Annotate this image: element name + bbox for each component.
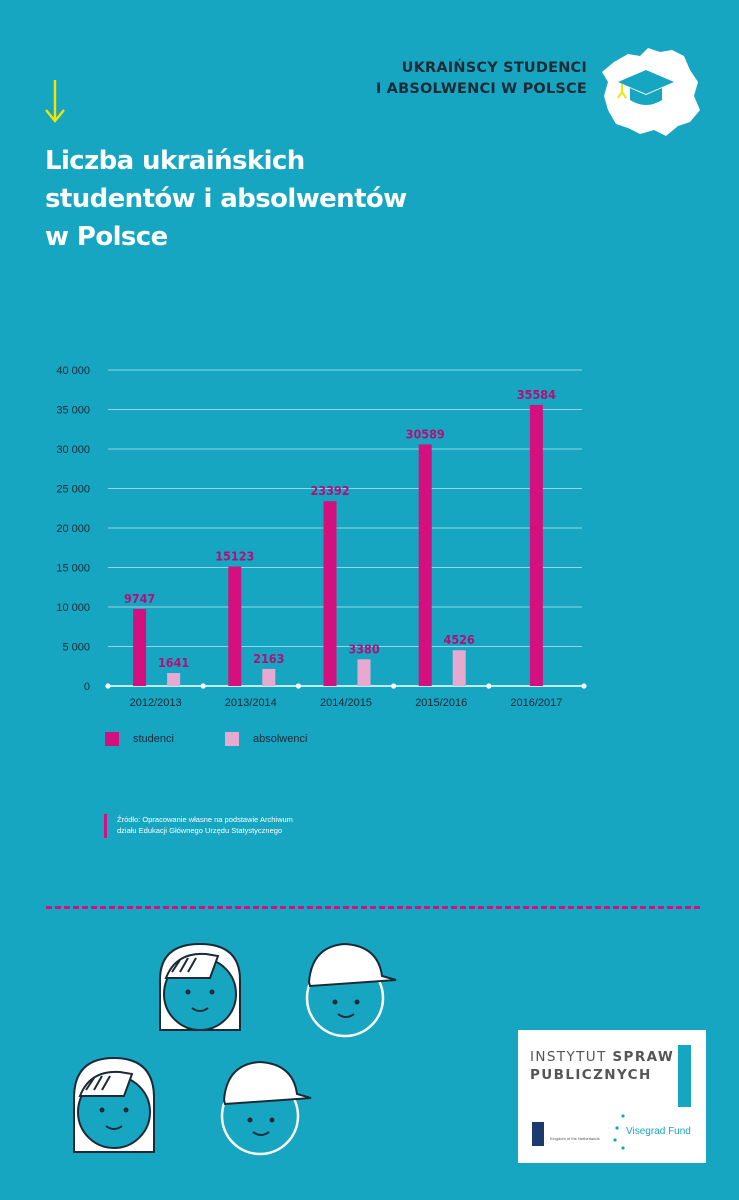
legend-item-studenci: studenci	[105, 732, 174, 746]
partners-box: INSTYTUT SPRAW PUBLICZNYCH Kingdom of th…	[518, 1030, 706, 1163]
bar-value-label: 4526	[444, 632, 475, 647]
bar-value-label: 9747	[124, 591, 155, 606]
title-line1: Liczba ukraińskich	[45, 146, 305, 176]
header-title-line1: UKRAIŃSCY STUDENCI	[401, 60, 587, 76]
isp-word1: INSTYTUT	[530, 1049, 607, 1065]
bar-value-label: 3380	[348, 641, 379, 656]
x-tick-label: 2014/2015	[320, 697, 372, 709]
bar-value-label: 23392	[310, 483, 349, 498]
y-tick-label: 15 000	[56, 563, 90, 575]
x-axis-marker	[200, 683, 206, 689]
bar-studenci	[133, 608, 147, 686]
visegrad-fund-label: Visegrad Fund	[626, 1126, 691, 1137]
title-line3: w Polsce	[45, 222, 168, 252]
legend-label-absolwenci: absolwenci	[253, 733, 308, 745]
x-axis-marker	[391, 683, 397, 689]
down-arrow-icon	[45, 80, 65, 123]
y-tick-label: 30 000	[56, 444, 90, 456]
student-face-icon	[159, 942, 241, 1031]
x-axis-marker	[581, 683, 587, 689]
bar-studenci	[418, 444, 432, 686]
bar-absolwenci	[357, 659, 371, 686]
legend-label-studenci: studenci	[133, 733, 174, 745]
isp-logo-bar	[678, 1045, 691, 1107]
isp-word2: SPRAW	[612, 1049, 675, 1065]
x-tick-label: 2012/2013	[130, 697, 182, 709]
bar-chart: 40 000 35 000 30 000 25 000 20 000 15 000 10 0…	[56, 365, 587, 709]
bar-studenci	[228, 566, 242, 686]
x-axis-marker	[295, 683, 301, 689]
isp-word3: PUBLICZNYCH	[530, 1067, 652, 1083]
bar-value-label: 15123	[215, 549, 254, 564]
x-tick-label: 2015/2016	[415, 697, 467, 709]
poland-map-graduation-cap-icon	[602, 48, 700, 136]
bar-absolwenci	[167, 673, 181, 686]
bar-value-label: 35584	[517, 387, 556, 402]
y-tick-label: 20 000	[56, 523, 90, 535]
legend-swatch-studenci	[105, 732, 119, 746]
chart-legend: studenci absolwenci	[105, 732, 505, 752]
bar-value-label: 1641	[158, 655, 189, 670]
x-axis-marker	[105, 683, 111, 689]
bar-absolwenci	[262, 668, 276, 686]
title-line2: studentów i absolwentów	[45, 184, 407, 214]
y-tick-label: 35 000	[56, 405, 90, 417]
bar-value-label: 2163	[253, 651, 284, 666]
y-tick-label: 5 000	[62, 642, 90, 654]
x-tick-label: 2013/2014	[225, 697, 277, 709]
header-title-line2: I ABSOLWENCI W POLSCE	[375, 81, 587, 97]
legend-item-absolwenci: absolwenci	[225, 732, 307, 746]
dashed-divider	[46, 906, 700, 909]
legend-swatch-absolwenci	[225, 732, 239, 746]
source-line2: działu Edukacji Głównego Urzędu Statysty…	[117, 826, 283, 835]
source-line1: Źródło: Opracowanie własne na podstawie …	[117, 815, 293, 824]
visegrad-dots-icon	[613, 1114, 625, 1150]
header-title: UKRAIŃSCY STUDENCI I ABSOLWENCI W POLSCE	[376, 58, 587, 100]
y-tick-label: 10 000	[56, 602, 90, 614]
y-tick-label: 25 000	[56, 484, 90, 496]
x-tick-label: 2016/2017	[510, 697, 562, 709]
y-tick-label: 0	[84, 681, 90, 693]
isp-logo-text: INSTYTUT SPRAW PUBLICZNYCH	[530, 1048, 674, 1084]
source-note: Źródło: Opracowanie własne na podstawie …	[104, 814, 417, 838]
netherlands-label: Kingdom of the Netherlands	[550, 1136, 600, 1141]
netherlands-crest-icon	[532, 1122, 544, 1146]
bar-studenci	[323, 501, 337, 686]
y-tick-label: 40 000	[56, 365, 90, 377]
bar-studenci	[529, 404, 543, 686]
bar-absolwenci	[452, 650, 466, 686]
graduate-face-icon	[305, 942, 397, 1038]
chart-title: Liczba ukraińskich studentów i absolwent…	[45, 142, 465, 256]
x-axis-marker	[486, 683, 492, 689]
student-face-icon	[73, 1056, 155, 1153]
bar-value-label: 30589	[406, 426, 445, 441]
graduate-face-icon	[220, 1060, 312, 1156]
faces-illustration	[73, 942, 397, 1156]
